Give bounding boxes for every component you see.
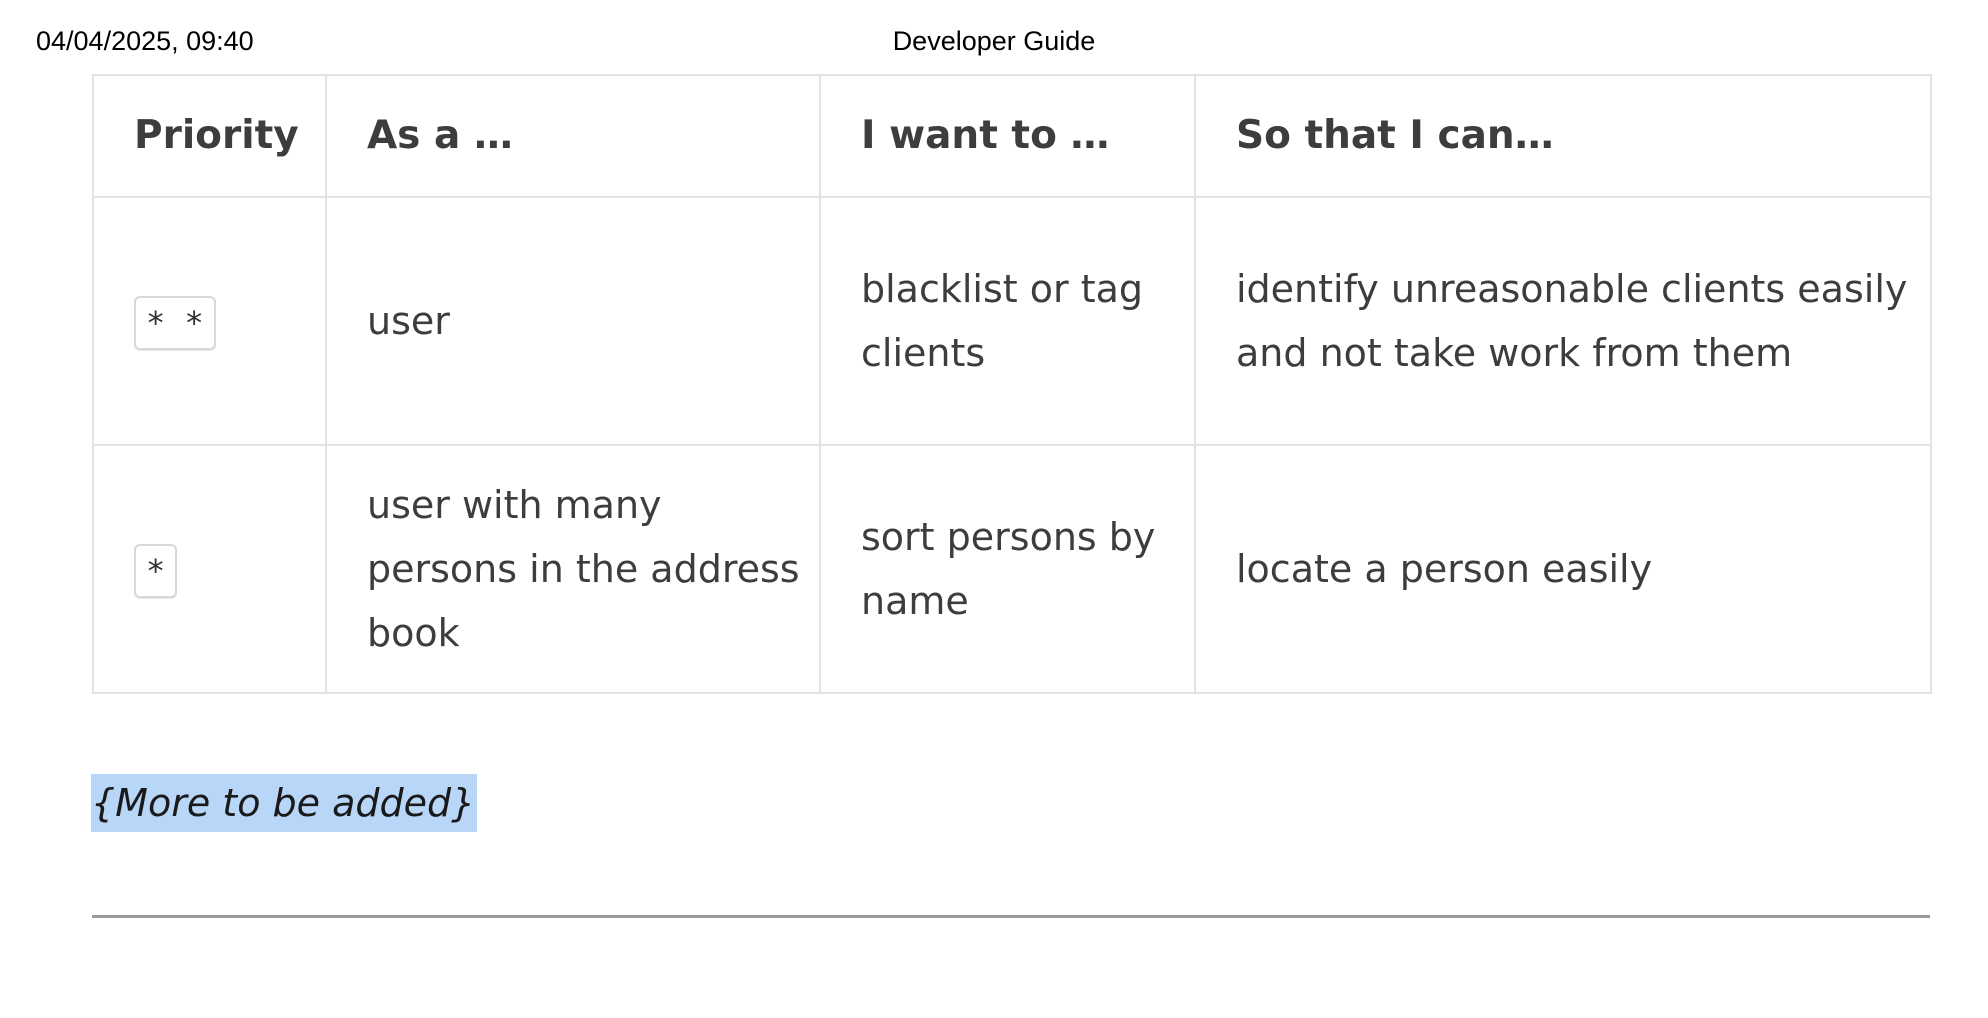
document-title: Developer Guide	[892, 26, 1096, 56]
priority-cell: * *	[92, 196, 327, 446]
table-row: * user with many persons in the address …	[92, 444, 1932, 694]
table-row: * * user blacklist or tag clients identi…	[92, 196, 1932, 446]
priority-badge: * *	[134, 296, 216, 350]
table-header-row: Priority As a … I want to … So that I ca…	[92, 74, 1932, 198]
so-that-cell: locate a person easily	[1194, 444, 1932, 694]
priority-badge: *	[134, 544, 178, 598]
as-a-cell: user	[325, 196, 821, 446]
print-datetime: 04/04/2025, 09:40	[36, 26, 254, 56]
so-that-cell: identify unreasonable clients easily and…	[1194, 196, 1932, 446]
horizontal-rule	[92, 915, 1930, 918]
want-cell: blacklist or tag clients	[819, 196, 1196, 446]
user-stories-table: Priority As a … I want to … So that I ca…	[92, 74, 1932, 694]
header-as-a: As a …	[325, 74, 821, 198]
more-to-be-added-note: {More to be added}	[91, 774, 478, 832]
priority-cell: *	[92, 444, 327, 694]
want-cell: sort persons by name	[819, 444, 1196, 694]
header-so-that-i-can: So that I can…	[1194, 74, 1932, 198]
header-priority: Priority	[92, 74, 327, 198]
header-i-want-to: I want to …	[819, 74, 1196, 198]
print-header: 04/04/2025, 09:40 Developer Guide	[36, 26, 1952, 60]
as-a-cell: user with many persons in the address bo…	[325, 444, 821, 694]
